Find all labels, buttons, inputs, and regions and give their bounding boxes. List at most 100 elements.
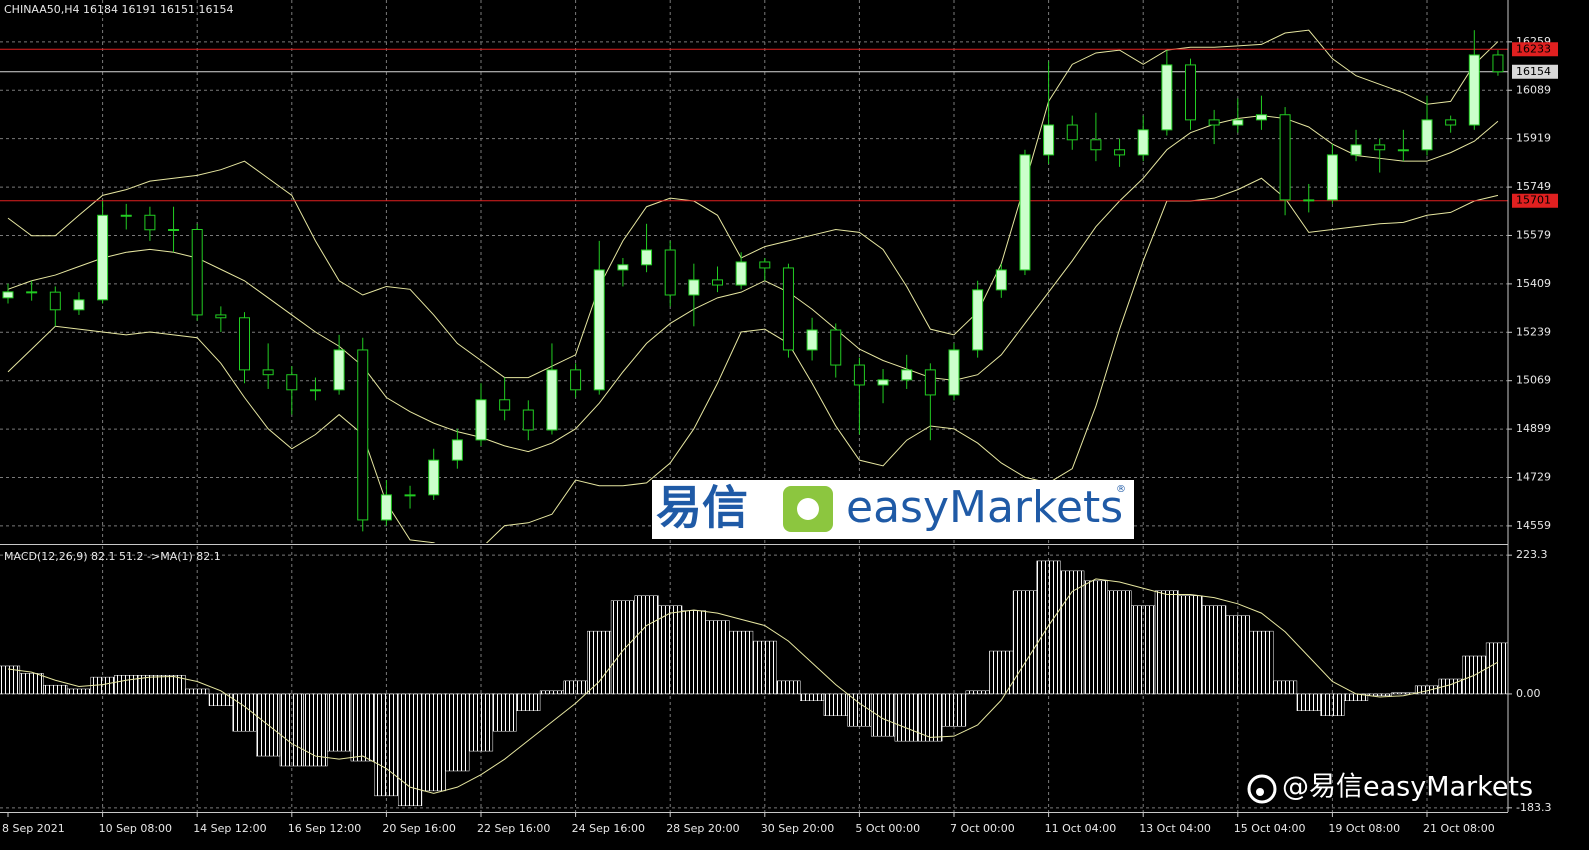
y-tick-label: 15069 [1516, 374, 1551, 387]
candle-body [1066, 124, 1078, 141]
macd-bar [1178, 595, 1203, 695]
logo-registered: ® [1116, 484, 1126, 495]
bollinger-upper [7, 29, 1499, 379]
macd-bar [1225, 615, 1250, 695]
candle-body [1161, 64, 1173, 131]
candle-body [806, 329, 818, 351]
y-tick-label: -183.3 [1516, 801, 1551, 814]
candle-body [1468, 54, 1480, 126]
x-tick-label: 8 Sep 2021 [2, 822, 65, 835]
macd-bar [658, 605, 683, 695]
macd-bar [66, 688, 92, 695]
candle-body [1279, 114, 1291, 201]
candle-body [49, 291, 61, 311]
x-tick-label: 19 Oct 08:00 [1328, 822, 1400, 835]
candle-body [73, 299, 85, 311]
y-tick-label: 15919 [1516, 132, 1551, 145]
x-tick-label: 15 Oct 04:00 [1234, 822, 1306, 835]
candle-body [333, 349, 345, 391]
macd-signal [7, 578, 1499, 794]
weibo-handle: @易信easyMarkets [1282, 772, 1533, 803]
candle-body [853, 364, 865, 386]
macd-bar [1154, 590, 1179, 695]
x-tick-label: 16 Sep 12:00 [288, 822, 361, 835]
macd-bar [1060, 570, 1085, 695]
y-tick-label: 0.00 [1516, 687, 1541, 700]
candle-body [1397, 149, 1409, 152]
macd-bar [1107, 590, 1132, 695]
x-tick-label: 22 Sep 16:00 [477, 822, 550, 835]
macd-bar [279, 693, 304, 767]
price-tag-label: 15701 [1516, 194, 1551, 207]
macd-bar [43, 684, 68, 695]
price-tag-label: 16233 [1516, 42, 1551, 55]
macd-bar [19, 673, 44, 695]
macd-bar [729, 630, 754, 695]
price-tag [1512, 64, 1558, 79]
candle-body [546, 369, 558, 431]
x-tick-label: 30 Sep 20:00 [761, 822, 834, 835]
weibo-icon [1247, 774, 1277, 804]
candle-body [924, 369, 936, 396]
candle-body [948, 349, 960, 396]
y-tick-label: 14729 [1516, 471, 1551, 484]
candle-body [1019, 154, 1031, 271]
macd-bar [1131, 605, 1156, 695]
candle-body [428, 459, 440, 496]
macd-bar [1320, 693, 1345, 716]
macd-bar [681, 610, 706, 695]
macd-title: MACD(12,26,9) 82.1 51.2 ->MA(1) 82.1 [4, 550, 221, 563]
candle-body [97, 214, 109, 301]
candle-body [1350, 144, 1362, 156]
candle-body [1043, 124, 1055, 156]
x-tick-label: 24 Sep 16:00 [572, 822, 645, 835]
chart-title: CHINAA50,H4 16184 16191 16151 16154 [4, 3, 234, 16]
candle-body [1232, 119, 1244, 126]
candle-body [309, 389, 321, 392]
candle-body [830, 329, 842, 366]
macd-bar [445, 693, 470, 772]
x-tick-label: 11 Oct 04:00 [1045, 822, 1117, 835]
candle-body [522, 409, 534, 431]
logo-cn: 易信 [656, 481, 748, 535]
macd-bar [870, 693, 896, 737]
x-tick-label: 5 Oct 00:00 [855, 822, 920, 835]
macd-bar [516, 693, 541, 711]
macd-bar [634, 595, 659, 695]
candle-body [759, 261, 771, 269]
candle-body [1114, 149, 1126, 156]
candle-body [1303, 199, 1315, 202]
candle-body [1137, 129, 1149, 156]
macd-bar [303, 693, 328, 767]
candle-body [26, 291, 38, 294]
y-tick-label: 223.3 [1516, 548, 1548, 561]
price-panel [0, 29, 1508, 543]
macd-bar [587, 630, 612, 695]
macd-bar [114, 675, 139, 695]
macd-bar [752, 640, 777, 695]
x-tick-label: 28 Sep 20:00 [666, 822, 739, 835]
candle-body [1492, 54, 1504, 73]
macd-bar [421, 693, 446, 792]
x-tick-label: 7 Oct 00:00 [950, 822, 1015, 835]
macd-panel [0, 560, 1508, 807]
y-tick-label: 15749 [1516, 180, 1551, 193]
candle-body [641, 249, 653, 266]
x-tick-label: 20 Sep 16:00 [382, 822, 455, 835]
x-tick-label: 13 Oct 04:00 [1139, 822, 1211, 835]
candle-body [239, 317, 250, 371]
candle-body [877, 379, 889, 386]
y-tick-label: 15579 [1516, 228, 1551, 241]
price-tag-label: 16154 [1516, 65, 1551, 78]
macd-bar [1012, 590, 1038, 695]
macd-bar [894, 693, 919, 742]
macd-bar [374, 693, 399, 797]
candle-body [901, 369, 913, 381]
macd-bar [539, 690, 565, 695]
candle-body [357, 349, 369, 521]
macd-bar [776, 680, 801, 695]
macd-bar [1036, 560, 1061, 695]
macd-bar [705, 620, 730, 695]
weibo-watermark: @易信easyMarkets [1247, 772, 1533, 804]
weibo-icon-eye [1256, 788, 1264, 796]
